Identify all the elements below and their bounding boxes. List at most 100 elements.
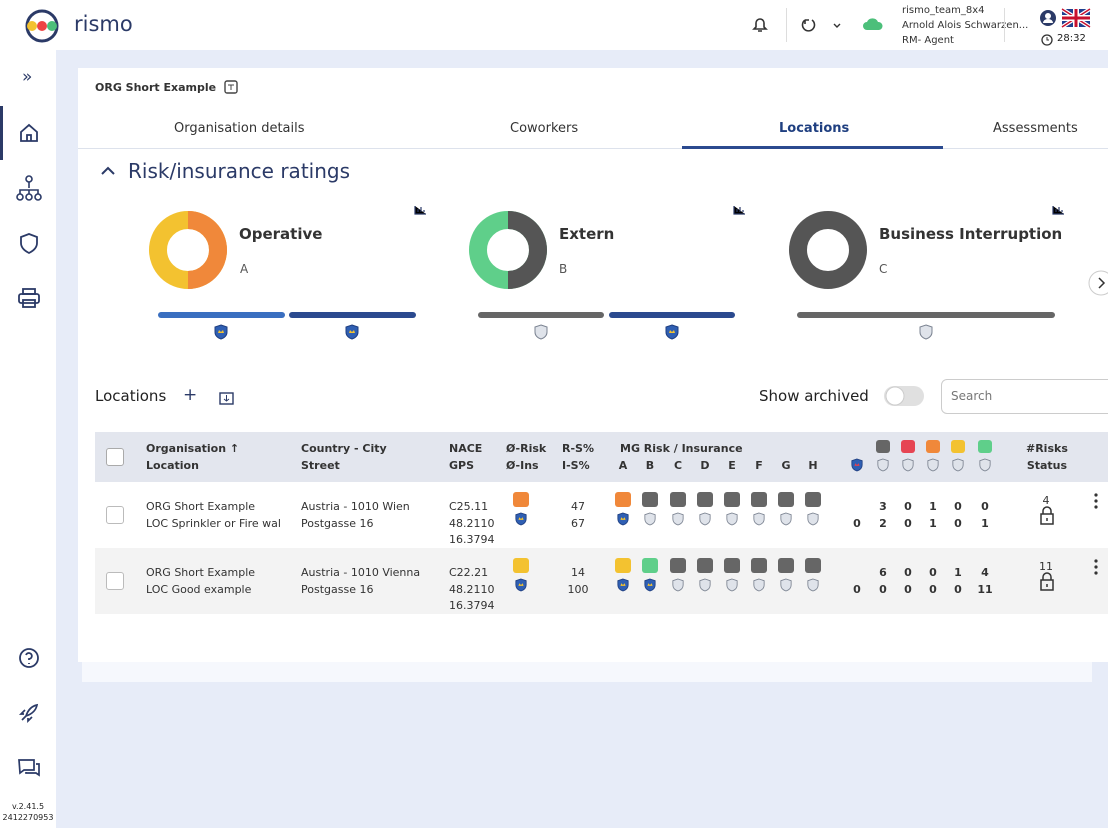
grade-letter: A [618,459,628,472]
nace: C22.21 [449,566,489,579]
insurance-score: 100 [567,583,589,596]
rocket-icon[interactable] [18,702,40,724]
tab-active[interactable]: Locations [779,121,850,136]
shield-icon [726,512,738,526]
user-icon[interactable] [1039,9,1057,27]
country-city: Austria - 1010 Wien [301,500,410,513]
divider [1004,8,1005,42]
shield-icon [927,458,939,472]
shield-icon[interactable] [18,232,40,256]
add-button[interactable]: + [183,385,198,405]
insurance-score: 67 [571,517,585,530]
shield-icon [807,578,819,592]
level-swatch [951,440,965,453]
search-placeholder: Search [951,389,993,403]
tab[interactable]: Coworkers [510,121,579,136]
version: v.2.41.5 [11,802,45,811]
mg-risk-swatch [642,558,658,573]
rating-title: Extern [559,225,615,243]
timer: 28:32 [1057,33,1086,44]
user-name: Arnold Alois Schwarzen... [902,20,1029,31]
mg-risk-swatch [697,558,713,573]
shield-icon [780,512,792,526]
export-icon[interactable] [219,390,235,406]
organisation-icon[interactable] [16,175,42,203]
insurance-count: 1 [981,517,989,530]
insurance-count: 11 [977,583,993,596]
user-id: rismo_team_8x4 [902,5,985,16]
shield-icon [672,512,684,526]
insurance-count: 2 [879,517,887,530]
row-checkbox[interactable] [106,572,124,590]
home-icon[interactable] [18,122,40,144]
insurance-count: 0 [904,517,912,530]
mg-risk-swatch [751,492,767,507]
row-menu[interactable] [1094,559,1098,575]
collapse-icon[interactable] [100,164,116,178]
menu-dot [1094,505,1098,509]
street: Postgasse 16 [301,583,374,596]
risk-count: 6 [879,566,887,579]
help-icon[interactable] [18,647,40,669]
search-input[interactable] [941,379,1108,414]
tab[interactable]: Assessments [993,121,1078,136]
undo-icon[interactable] [800,16,850,36]
lock-icon [1040,506,1054,525]
rating-grade: B [559,262,568,276]
header-cell: Country - City Street [301,440,387,474]
header-text: GPS [449,459,475,472]
locations-title: Locations [95,387,167,405]
select-all[interactable] [106,448,124,466]
rating-grade: A [240,262,249,276]
breadcrumb: ORG Short Example [95,81,217,94]
risk-total: 4 [1042,494,1050,507]
header-text: NACE [449,442,483,455]
print-icon[interactable] [17,287,41,309]
chart-icons[interactable] [414,206,1064,215]
header-text: I-S% [562,459,590,472]
latitude: 48.2110 [449,517,495,530]
country-city: Austria - 1010 Vienna [301,566,421,579]
shield-icon [699,512,711,526]
risk-score: 14 [571,566,585,579]
insurance-count: 1 [929,517,937,530]
header-text: R-S% [562,442,594,455]
insurance-count: 0 [929,583,937,596]
menu-dot [1094,493,1098,497]
shield-icon [979,458,991,472]
mg-risk-swatch [778,558,794,573]
longitude: 16.3794 [449,533,495,546]
row-menu[interactable] [1094,493,1098,509]
header-text: Country - City [301,442,387,455]
grade-letter: B [645,459,655,472]
archived-toggle[interactable] [883,384,925,408]
mg-risk-swatch [615,558,631,573]
mg-risk-swatch [778,492,794,507]
shield-icon [851,458,863,472]
mg-risk-swatch [805,492,821,507]
language-flag[interactable] [1060,7,1092,29]
rating-title: Operative [239,225,323,243]
insurance-count: 0 [904,583,912,596]
shield-icon [753,512,765,526]
header-text: Street [301,459,340,472]
mg-risk-swatch [615,492,631,507]
insurance-count: 0 [853,583,861,596]
latitude: 48.2110 [449,583,495,596]
header-cell: #Risks Status [1026,440,1068,474]
table-row-alt [95,548,1108,614]
row-checkbox[interactable] [106,506,124,524]
header-text: #Risks [1026,442,1068,455]
menu-dot [1094,565,1098,569]
bell-icon[interactable] [750,15,770,35]
archive-icon[interactable] [223,79,239,95]
chat-icon[interactable] [17,757,41,779]
lock-icon [1040,572,1054,591]
level-swatch [876,440,890,453]
risk-count: 4 [981,566,989,579]
risk-count: 1 [929,500,937,513]
expand-icon[interactable]: » [22,67,33,87]
shield-icon [515,578,527,592]
tab[interactable]: Organisation details [174,121,305,136]
level-swatch [978,440,992,453]
